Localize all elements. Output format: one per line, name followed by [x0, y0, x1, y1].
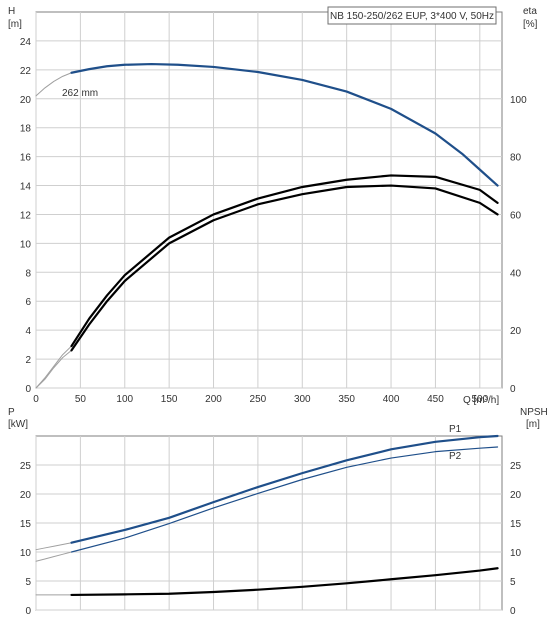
upper-left-axis-unit: [m]: [8, 19, 22, 30]
upper-x-tick-0: 0: [33, 394, 39, 405]
lower-series-npsh: [70, 567, 499, 597]
upper-x-tick-350: 350: [338, 394, 355, 405]
chart-title: NB 150-250/262 EUP, 3*400 V, 50Hz: [330, 11, 494, 22]
upper-y-left-tick-0: 0: [25, 384, 31, 395]
lower-y-left-tick-5: 5: [25, 577, 31, 588]
p1-curve-label: P1: [449, 424, 462, 435]
lower-grid: [35, 436, 502, 611]
upper-y-left-tick-10: 10: [20, 239, 32, 250]
upper-y-left-tick-2: 2: [25, 355, 31, 366]
upper-y-left-tick-6: 6: [25, 297, 31, 308]
upper-y-left-tick-12: 12: [20, 210, 32, 221]
upper-x-tick-100: 100: [116, 394, 133, 405]
lower-y-right-tick-20: 20: [510, 490, 522, 501]
impeller-diameter-label: 262 mm: [62, 88, 98, 99]
upper-y-left-tick-22: 22: [20, 66, 32, 77]
upper-left-axis-name: H: [8, 6, 15, 17]
lower-ticks: 0 5 10 15 20 25 0 5 10 15 20 25: [20, 461, 522, 617]
upper-x-tick-450: 450: [427, 394, 444, 405]
upper-grid: [35, 12, 502, 389]
upper-y-right-tick-80: 80: [510, 153, 522, 164]
upper-right-axis-unit: [%]: [523, 19, 538, 30]
lower-y-right-tick-5: 5: [510, 577, 516, 588]
upper-x-tick-200: 200: [205, 394, 222, 405]
lower-series-p1: [70, 434, 499, 544]
upper-y-left-tick-14: 14: [20, 182, 32, 193]
lower-series-p2-extrapolated: [35, 551, 72, 562]
upper-x-tick-400: 400: [383, 394, 400, 405]
upper-y-left-tick-16: 16: [20, 153, 32, 164]
lower-y-left-tick-15: 15: [20, 519, 32, 530]
upper-y-left-tick-8: 8: [25, 268, 31, 279]
chart-title-box: [327, 6, 497, 25]
lower-right-axis-name: NPSH: [520, 407, 548, 418]
upper-y-right-tick-20: 20: [510, 326, 522, 337]
lower-y-right-tick-10: 10: [510, 548, 522, 559]
upper-series-head-extrapolated: [35, 72, 72, 97]
lower-y-right-tick-0: 0: [510, 606, 516, 617]
upper-y-right-tick-40: 40: [510, 268, 522, 279]
lower-series-p2: [70, 446, 499, 553]
upper-x-tick-50: 50: [75, 394, 87, 405]
lower-y-left-tick-0: 0: [25, 606, 31, 617]
upper-y-left-tick-24: 24: [20, 37, 32, 48]
lower-right-axis-unit: [m]: [526, 419, 540, 430]
lower-y-left-tick-25: 25: [20, 461, 32, 472]
upper-plot-frame: [35, 11, 503, 389]
upper-series-head: [70, 62, 499, 187]
upper-y-right-tick-100: 100: [510, 95, 527, 106]
upper-y-left-tick-18: 18: [20, 124, 32, 135]
upper-series-eta-extrapolated-1: [35, 349, 72, 389]
lower-left-axis-unit: [kW]: [8, 419, 28, 430]
upper-series-eta-extrapolated-2: [35, 345, 72, 389]
upper-x-tick-150: 150: [161, 394, 178, 405]
lower-left-axis-name: P: [8, 407, 15, 418]
upper-y-right-tick-0: 0: [510, 384, 516, 395]
lower-y-left-tick-20: 20: [20, 490, 32, 501]
upper-y-left-tick-20: 20: [20, 95, 32, 106]
lower-curves: [35, 434, 499, 597]
upper-x-tick-500: 500: [471, 394, 488, 405]
x-axis-end-label: Q [m³/h]: [463, 395, 499, 406]
upper-x-tick-250: 250: [250, 394, 267, 405]
upper-x-tick-300: 300: [294, 394, 311, 405]
p2-curve-label: P2: [449, 451, 462, 462]
upper-chart-panel: 0 50 100 150 200 250 300 350 400 450 5000246810121…: [8, 6, 538, 406]
upper-right-axis-name: eta: [523, 6, 537, 17]
upper-series-eta-1: [70, 184, 499, 352]
upper-y-left-tick-4: 4: [25, 326, 31, 337]
lower-series-p1-extrapolated: [35, 542, 72, 551]
upper-series-eta-2: [70, 174, 499, 348]
upper-y-right-tick-60: 60: [510, 210, 522, 221]
upper-ticks: 0 50 100 150 200 250 300 350 400 450 5000246810121…: [20, 37, 527, 405]
lower-y-right-tick-25: 25: [510, 461, 522, 472]
upper-curves: [35, 62, 499, 389]
lower-y-right-tick-15: 15: [510, 519, 522, 530]
lower-y-left-tick-10: 10: [20, 548, 32, 559]
